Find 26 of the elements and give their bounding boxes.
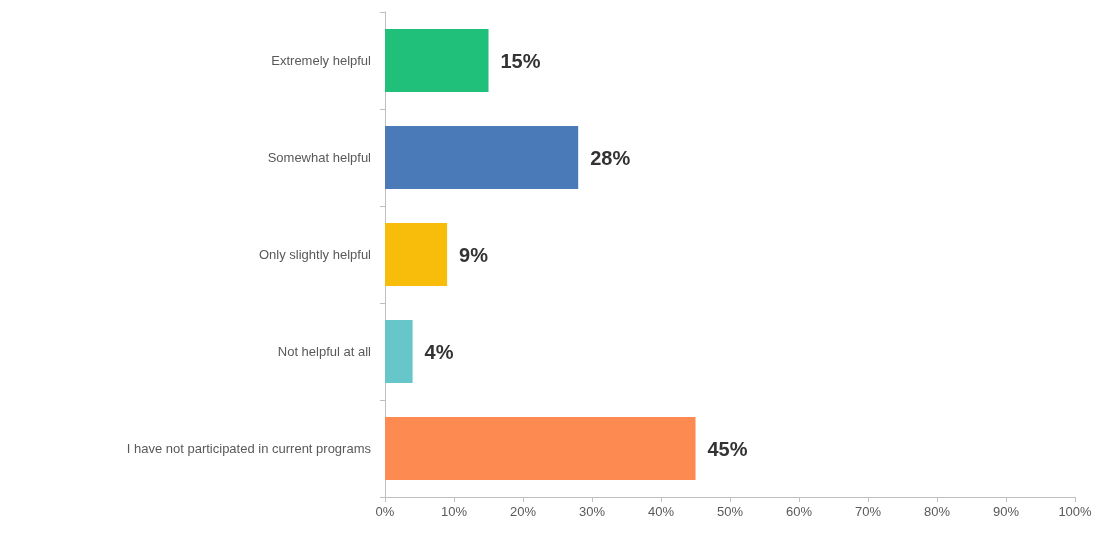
y-tick-label: Extremely helpful	[271, 53, 372, 68]
data-label: 9%	[459, 243, 489, 266]
data-label: 45%	[707, 437, 748, 460]
x-tick-label: 100%	[1058, 504, 1093, 519]
x-tick-label: 80%	[923, 504, 951, 519]
x-tick-label: 40%	[647, 504, 675, 519]
data-label: 28%	[590, 146, 631, 169]
x-tick-label: 20%	[509, 504, 537, 519]
x-tick-label: 70%	[854, 504, 882, 519]
x-tick-label: 10%	[440, 504, 468, 519]
x-tick-label: 90%	[992, 504, 1020, 519]
y-tick-label: Somewhat helpful	[267, 150, 372, 165]
x-tick-label: 60%	[785, 504, 813, 519]
y-tick-label: Not helpful at all	[277, 344, 372, 359]
bar	[385, 416, 696, 481]
x-tick-label: 0%	[375, 504, 395, 519]
bar	[385, 222, 448, 287]
x-tick-label: 50%	[716, 504, 744, 519]
bar	[385, 28, 489, 93]
y-tick-label: Only slightly helpful	[259, 247, 372, 262]
y-tick-label: I have not participated in current programs	[126, 441, 372, 456]
x-tick-label: 30%	[578, 504, 606, 519]
data-label: 4%	[424, 340, 454, 363]
bar	[385, 319, 413, 384]
data-label: 15%	[500, 49, 541, 72]
bar	[385, 125, 579, 190]
